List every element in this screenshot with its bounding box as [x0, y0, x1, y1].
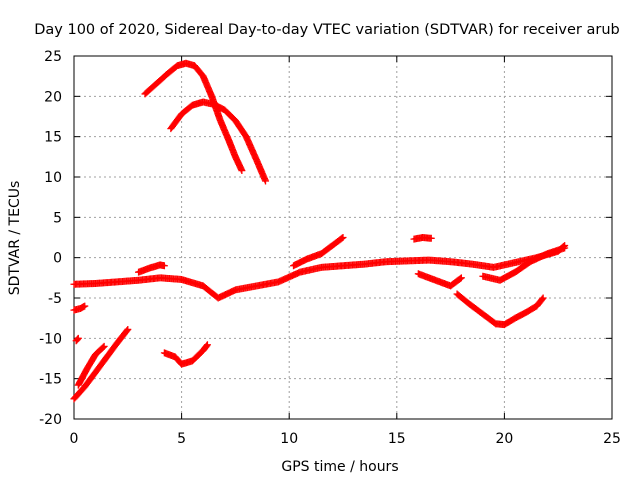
y-tick-label: -5	[48, 291, 62, 307]
x-tick-label: 0	[70, 431, 79, 447]
data-point	[561, 244, 569, 252]
data-point	[81, 302, 89, 310]
y-tick-label: -20	[39, 412, 62, 428]
series-diag-1	[70, 325, 132, 403]
data-point	[100, 342, 108, 350]
data-point	[74, 335, 82, 343]
x-tick-label: 10	[280, 431, 298, 447]
y-tick-label: 25	[44, 49, 62, 65]
data-point	[457, 274, 465, 282]
y-tick-label: 0	[53, 251, 62, 267]
series-band-segment-d	[414, 270, 465, 290]
y-tick-label: 5	[53, 210, 62, 226]
y-tick-label: 15	[44, 130, 62, 146]
series-main-band	[70, 242, 569, 302]
data-point	[338, 234, 346, 242]
plot-area	[73, 55, 613, 420]
y-tick-label: -15	[39, 372, 62, 388]
x-axis-label: GPS time / hours	[281, 459, 398, 475]
chart-title: Day 100 of 2020, Sidereal Day-to-day VTE…	[34, 22, 620, 38]
x-tick-label: 5	[177, 431, 186, 447]
x-tick-label: 25	[603, 431, 621, 447]
data-series	[70, 59, 569, 403]
y-tick-label: 10	[44, 170, 62, 186]
y-tick-label: -10	[39, 331, 62, 347]
data-point	[203, 342, 211, 350]
series-upper-arc-b	[167, 98, 270, 185]
data-point	[99, 343, 107, 351]
data-point	[74, 334, 82, 342]
data-point	[160, 262, 168, 270]
data-point	[123, 327, 131, 335]
series-diag-2	[74, 342, 108, 389]
data-point	[539, 294, 547, 302]
series-band-upper-wiggle	[135, 261, 168, 276]
y-tick-label: 20	[44, 89, 62, 105]
series-left-segment	[70, 302, 89, 314]
data-point	[538, 295, 546, 303]
data-point	[262, 177, 270, 185]
series-band-arc	[290, 234, 347, 270]
series-left-dot	[72, 334, 82, 345]
series-low-arc	[453, 290, 547, 329]
x-tick-label: 20	[495, 431, 513, 447]
series-band-segment-c	[410, 234, 435, 243]
series-band-upper-right	[479, 244, 569, 284]
x-tick-label: 15	[388, 431, 406, 447]
data-point	[203, 341, 211, 349]
data-point	[124, 325, 132, 333]
axis-ticks: 0 5 10 15 20 25 -20 -15 -10 -5 0 5 10 15 20 25	[39, 49, 621, 447]
data-point	[427, 234, 435, 242]
y-axis-label: SDTVAR / TECUs	[7, 181, 23, 296]
data-point	[238, 167, 246, 175]
data-point	[73, 336, 81, 344]
data-point	[339, 234, 347, 241]
data-point	[456, 275, 464, 283]
series-dip-segment	[160, 341, 211, 368]
